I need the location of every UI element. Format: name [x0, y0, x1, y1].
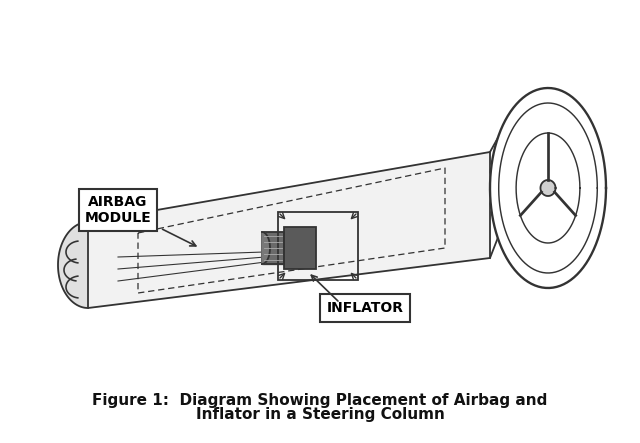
Polygon shape [284, 227, 316, 269]
Text: Inflator in a Steering Column: Inflator in a Steering Column [196, 408, 444, 423]
Polygon shape [540, 180, 556, 196]
Polygon shape [516, 133, 580, 243]
Text: INFLATOR: INFLATOR [326, 301, 403, 315]
Text: AIRBAG
MODULE: AIRBAG MODULE [84, 195, 152, 225]
Polygon shape [88, 152, 490, 308]
Polygon shape [262, 232, 270, 264]
Polygon shape [58, 222, 88, 308]
Text: Figure 1:  Diagram Showing Placement of Airbag and: Figure 1: Diagram Showing Placement of A… [92, 392, 548, 408]
Polygon shape [490, 88, 606, 288]
Polygon shape [262, 232, 284, 264]
